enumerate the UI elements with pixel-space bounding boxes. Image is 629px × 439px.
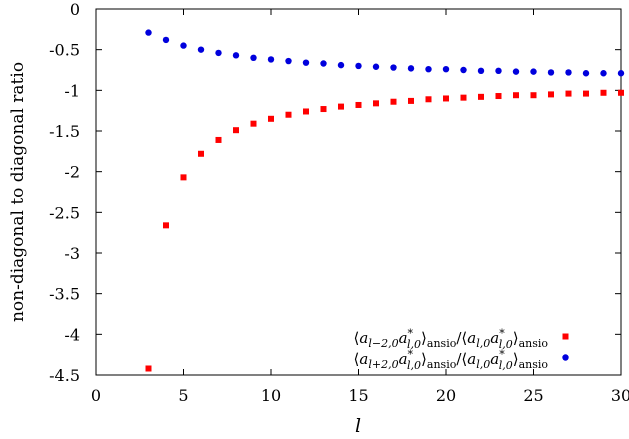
data-point-square xyxy=(495,93,502,100)
data-point-circle xyxy=(600,70,607,77)
x-tick-label: 5 xyxy=(178,386,188,405)
data-point-circle xyxy=(425,65,432,73)
data-point-circle xyxy=(390,64,397,71)
data-point-square xyxy=(618,89,624,96)
data-point-circle xyxy=(442,65,450,73)
data-point-square xyxy=(478,93,484,100)
axis-ticks xyxy=(95,8,622,376)
x-axis-label: l xyxy=(355,415,361,437)
data-point-circle xyxy=(302,59,310,66)
x-tick-label: 0 xyxy=(91,386,101,405)
y-tick-labels: 0 -0.5 -1 -1.5 -2 -2.5 -3 -3.5 -4 -4.5 xyxy=(49,0,80,385)
y-tick-label: -3.5 xyxy=(49,285,80,304)
data-point-circle xyxy=(547,69,555,76)
data-point-square xyxy=(355,101,362,108)
y-tick-label: -3 xyxy=(64,244,80,263)
data-point-square xyxy=(338,103,344,110)
data-point-square xyxy=(443,95,449,102)
data-point-square xyxy=(513,92,519,99)
data-point-circle xyxy=(145,29,152,36)
data-point-square xyxy=(565,90,572,97)
y-tick-label: -2 xyxy=(64,163,80,182)
data-point-circle xyxy=(232,52,240,59)
data-point-square xyxy=(285,111,292,118)
data-point-circle xyxy=(477,67,485,75)
data-point-square xyxy=(460,94,467,101)
legend-label-lplus2: ⟨al+2,0a* l,0⟩ansio/⟨al,0a* l,0⟩ansio xyxy=(354,348,549,372)
x-tick-label: 20 xyxy=(436,386,456,405)
data-point-circle xyxy=(617,70,625,77)
data-point-square xyxy=(198,150,204,157)
data-point-square xyxy=(145,365,152,372)
x-tick-label: 25 xyxy=(523,386,543,405)
y-tick-label: -2.5 xyxy=(49,203,80,222)
legend-entry-lminus2: ⟨al−2,0a* l,0⟩ansio/⟨al,0a* l,0⟩ansio xyxy=(354,327,569,351)
data-point-circle xyxy=(162,36,170,44)
data-point-square xyxy=(530,92,537,99)
data-point-circle xyxy=(407,65,415,72)
x-tick-label: 30 xyxy=(611,386,629,405)
data-point-circle xyxy=(582,70,590,77)
data-point-circle xyxy=(530,68,537,75)
data-point-square xyxy=(163,222,169,229)
y-axis-label: non-diagonal to diagonal ratio xyxy=(8,62,28,322)
data-point-square xyxy=(373,100,379,107)
data-point-square xyxy=(600,89,607,96)
data-point-circle xyxy=(267,56,275,63)
data-point-circle xyxy=(197,46,205,53)
data-point-square xyxy=(180,174,187,181)
legend-marker-square xyxy=(562,333,569,340)
data-point-square xyxy=(390,98,397,105)
data-point-square xyxy=(320,106,327,113)
y-tick-label: -0.5 xyxy=(49,41,80,60)
y-tick-label: 0 xyxy=(70,0,80,19)
data-point-square xyxy=(250,120,257,127)
data-point-circle xyxy=(320,60,327,67)
data-point-square xyxy=(303,108,309,115)
y-tick-label: -4 xyxy=(64,325,80,344)
data-point-square xyxy=(583,90,589,97)
y-tick-label: -1 xyxy=(64,81,80,100)
data-point-circle xyxy=(512,68,520,75)
data-point-square xyxy=(548,91,554,98)
y-tick-label: -4.5 xyxy=(49,366,80,385)
data-point-circle xyxy=(460,66,467,74)
series-layer xyxy=(145,29,625,372)
data-point-circle xyxy=(565,69,572,76)
legend: ⟨al−2,0a* l,0⟩ansio/⟨al,0a* l,0⟩ansio ⟨al+… xyxy=(354,327,569,372)
x-tick-labels: 0 5 10 15 20 25 30 xyxy=(91,386,629,405)
data-point-circle xyxy=(250,54,257,61)
series-lminus2 xyxy=(145,89,624,372)
x-tick-label: 10 xyxy=(261,386,281,405)
data-point-circle xyxy=(285,57,292,65)
data-point-square xyxy=(408,97,414,104)
series-lplus2 xyxy=(145,29,625,77)
data-point-square xyxy=(215,136,222,143)
data-point-circle xyxy=(355,62,362,70)
data-point-circle xyxy=(372,63,380,70)
data-point-circle xyxy=(215,49,222,57)
data-point-circle xyxy=(495,67,502,75)
legend-entry-lplus2: ⟨al+2,0a* l,0⟩ansio/⟨al,0a* l,0⟩ansio xyxy=(354,348,569,372)
x-tick-label: 15 xyxy=(348,386,368,405)
data-point-square xyxy=(233,127,239,134)
legend-label-lminus2: ⟨al−2,0a* l,0⟩ansio/⟨al,0a* l,0⟩ansio xyxy=(354,327,549,351)
data-point-square xyxy=(425,96,432,103)
y-tick-label: -1.5 xyxy=(49,122,80,141)
data-point-circle xyxy=(180,42,187,49)
data-point-circle xyxy=(337,61,345,69)
legend-marker-circle xyxy=(562,354,569,361)
data-point-square xyxy=(268,115,274,122)
